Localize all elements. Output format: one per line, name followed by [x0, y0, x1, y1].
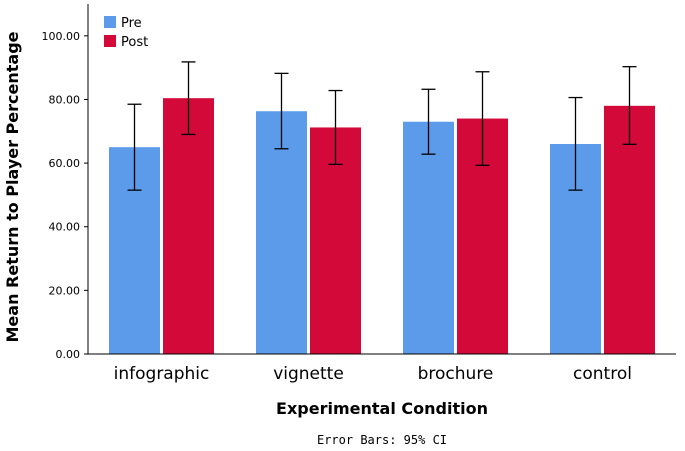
legend-swatch-pre: [104, 16, 116, 28]
bar-post-control: [604, 105, 655, 355]
y-tick-label: 100.00: [42, 30, 81, 43]
bar-post-vignette: [310, 127, 361, 354]
x-axis-title: Experimental Condition: [276, 399, 488, 418]
error-bars-caption: Error Bars: 95% CI: [317, 433, 447, 447]
y-tick-label: 60.00: [49, 157, 81, 170]
y-tick-label: 80.00: [49, 93, 81, 106]
y-tick-label: 20.00: [49, 284, 81, 297]
bars: [109, 98, 655, 355]
y-axis-title: Mean Return to Player Percentage: [3, 31, 22, 342]
y-tick-label: 40.00: [49, 221, 81, 234]
category-label-brochure: brochure: [418, 364, 494, 384]
legend: Pre Post: [104, 16, 148, 50]
legend-swatch-post: [104, 35, 116, 47]
category-label-infographic: infographic: [114, 364, 210, 384]
legend-label-post: Post: [121, 35, 148, 50]
y-tick-labels: 0.00 20.00 40.00 60.00 80.00 100.00: [42, 30, 88, 361]
category-label-vignette: vignette: [273, 364, 344, 384]
y-tick-label: 0.00: [56, 348, 81, 361]
category-label-control: control: [573, 364, 632, 384]
legend-label-pre: Pre: [121, 16, 142, 31]
category-labels: infographic vignette brochure control: [114, 364, 632, 384]
bar-pre-vignette: [256, 111, 307, 355]
bar-pre-brochure: [403, 121, 454, 355]
bar-post-infographic: [163, 98, 214, 354]
error-bars: [127, 61, 637, 191]
